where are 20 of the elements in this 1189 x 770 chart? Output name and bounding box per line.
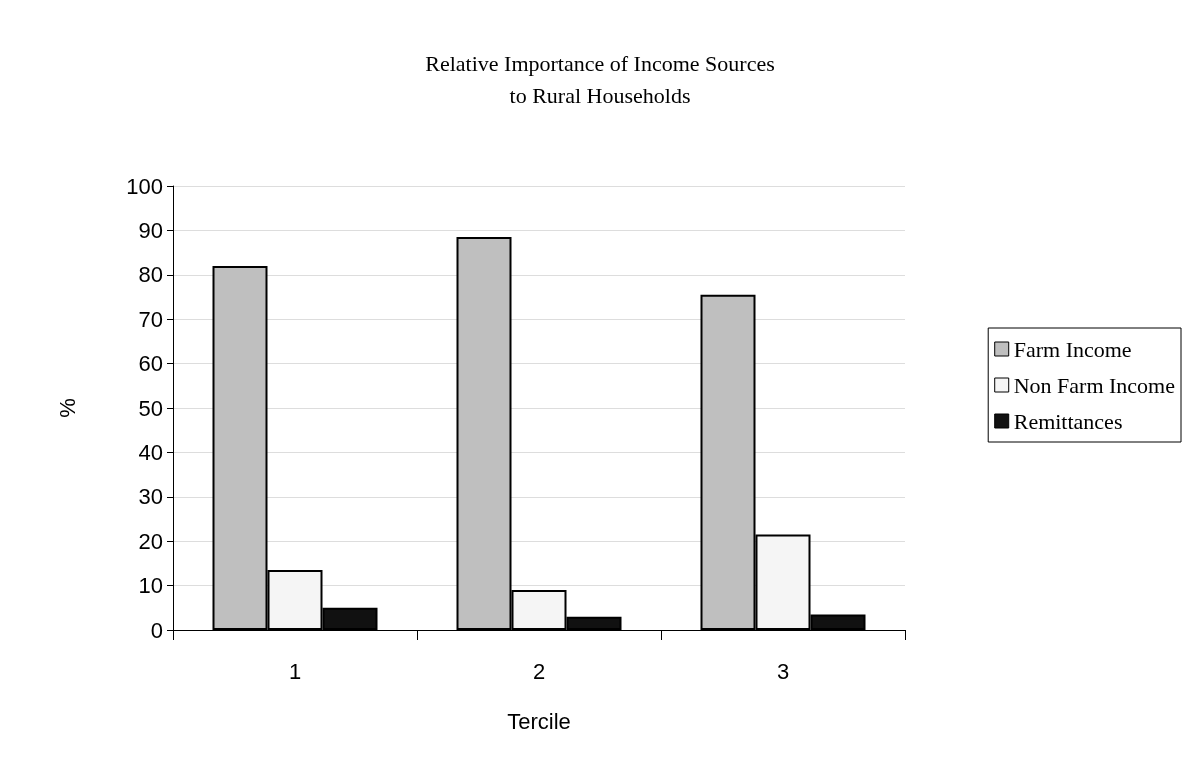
y-tick-label: 100 (126, 173, 163, 199)
chart-title: Relative Importance of Income Sources to Rural Households (425, 50, 775, 108)
y-axis-title: % (54, 398, 80, 418)
x-tick-label: 2 (532, 658, 546, 684)
x-tick-label: 3 (776, 658, 790, 684)
y-tick-label: 90 (138, 217, 163, 243)
x-tick-label: 1 (288, 658, 302, 684)
x-axis-title: Tercile (507, 708, 571, 734)
legend-label: Remittances (1013, 408, 1123, 434)
y-tick-label: 80 (138, 262, 163, 288)
y-tick-label: 60 (138, 351, 163, 377)
legend-label: Farm Income (1013, 336, 1132, 362)
y-tick-label: 20 (138, 528, 163, 554)
y-tick-label: 10 (138, 573, 163, 599)
y-tick-label: 70 (138, 306, 163, 332)
y-tick-label: 30 (138, 484, 163, 510)
legend-label: Non Farm Income (1013, 372, 1175, 398)
y-tick-label: 50 (138, 395, 163, 421)
y-tick-label: 0 (150, 617, 163, 643)
y-tick-label: 40 (138, 439, 163, 465)
